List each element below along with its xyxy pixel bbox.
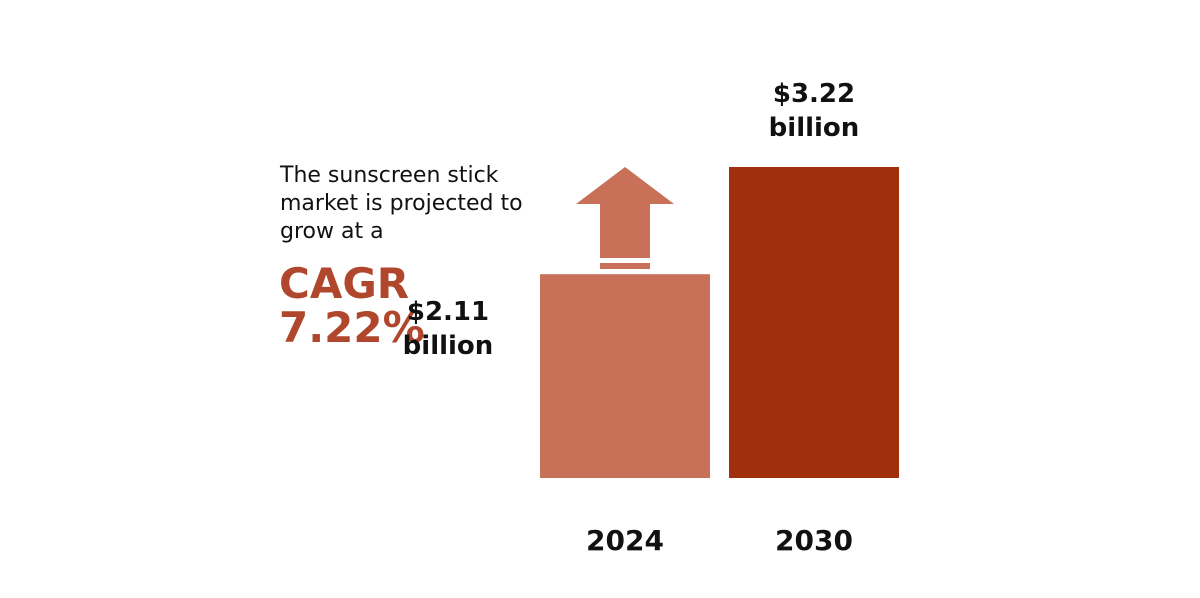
value-label-2030: $3.22 billion — [714, 77, 914, 145]
cagr-block: CAGR 7.22% — [279, 262, 425, 350]
bar-2024 — [540, 274, 710, 478]
cagr-value: 7.22% — [279, 303, 425, 352]
arrow-head — [576, 167, 674, 204]
arrow-shaft — [600, 203, 650, 258]
market-description: The sunscreen stick market is projected … — [280, 163, 523, 244]
bars-group — [540, 167, 899, 478]
value-amount: $3.22 — [772, 79, 856, 109]
value-amount: $2.11 — [406, 297, 490, 328]
value-label-2024: $2.11 billion — [348, 295, 548, 363]
bar-2030 — [729, 167, 899, 478]
value-unit: billion — [768, 113, 860, 143]
arrow-stripe — [600, 263, 650, 269]
x-tick-label: 2024 — [586, 524, 664, 557]
value-unit: billion — [402, 331, 494, 362]
x-tick-label: 2030 — [775, 524, 853, 557]
cagr-label: CAGR — [279, 259, 410, 308]
